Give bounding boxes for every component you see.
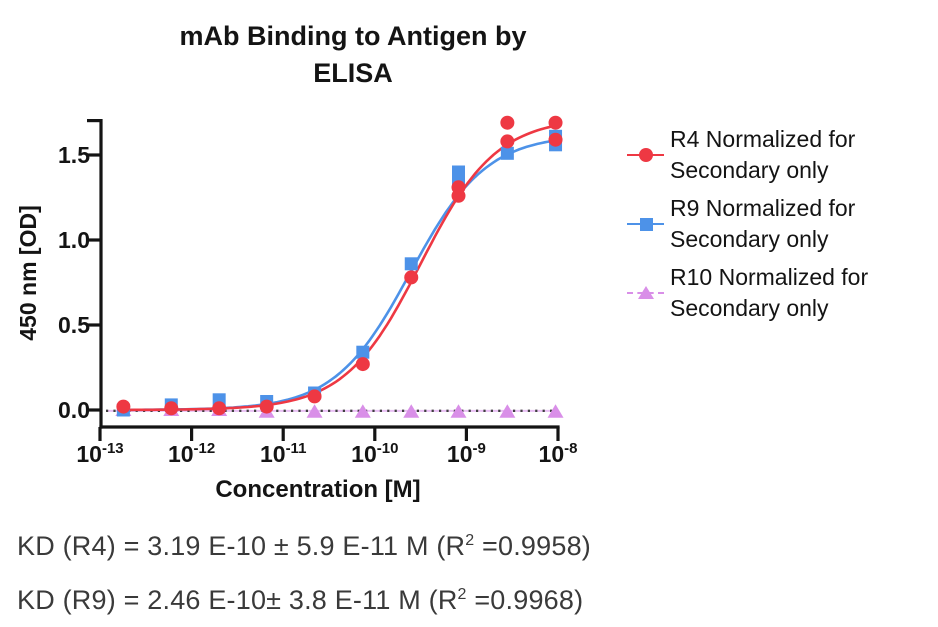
x-axis-title: Concentration [M] — [215, 476, 421, 503]
legend-entry-r10: R10 Normalized for Secondary only — [626, 262, 906, 324]
legend-label-r9: R9 Normalized for Secondary only — [670, 195, 856, 252]
svg-text:1.0: 1.0 — [58, 227, 90, 253]
axes — [87, 118, 560, 441]
r9-fit-curve — [123, 139, 556, 412]
kd-annotations: KD (R4) = 3.19 E-10 ± 5.9 E-11 M (R2 =0.… — [17, 521, 591, 627]
svg-text:10-9: 10-9 — [447, 440, 486, 467]
kd-result-r9: KD (R9) = 2.46 E-10± 3.8 E-11 M (R2 =0.9… — [17, 575, 591, 620]
kd-r9-text: KD (R9) = 2.46 E-10± 3.8 E-11 M (R — [17, 585, 458, 615]
legend-label-r4: R4 Normalized for Secondary only — [670, 126, 856, 183]
svg-text:0.5: 0.5 — [58, 312, 90, 338]
circle-marker-icon — [639, 148, 653, 162]
legend-marker-r9-square-icon — [626, 193, 670, 255]
chart-title-line2: ELISA — [313, 58, 393, 88]
legend: R4 Normalized for Secondary only R9 Norm… — [626, 124, 906, 331]
square-marker-icon — [639, 217, 653, 231]
svg-text:10-8: 10-8 — [539, 440, 578, 467]
kd-result-r4: KD (R4) = 3.19 E-10 ± 5.9 E-11 M (R2 =0.… — [17, 521, 591, 566]
legend-entry-r4: R4 Normalized for Secondary only — [626, 124, 906, 186]
svg-text:1.5: 1.5 — [58, 142, 90, 168]
legend-marker-r10-triangle-icon — [626, 262, 670, 324]
svg-text:10-11: 10-11 — [260, 440, 306, 467]
kd-r4-superscript: 2 — [465, 532, 475, 549]
chart-title: mAb Binding to Antigen by ELISA — [103, 18, 603, 92]
svg-text:10-10: 10-10 — [351, 440, 398, 467]
r4-fit-curve — [123, 124, 556, 412]
kd-r4-text: KD (R4) = 3.19 E-10 ± 5.9 E-11 M (R — [17, 531, 466, 561]
chart-title-line1: mAb Binding to Antigen by — [179, 21, 527, 51]
legend-marker-r4-circle-icon — [626, 124, 670, 186]
kd-r9-rsq: =0.9968) — [466, 585, 584, 615]
tick-labels: 0.0 0.5 1.0 1.5 10-13 10-12 10-11 10-10 10-9 10-8 — [58, 142, 577, 467]
triangle-marker-icon — [638, 286, 654, 299]
kd-r9-superscript: 2 — [457, 586, 467, 603]
legend-label-r10: R10 Normalized for Secondary only — [670, 264, 869, 321]
kd-r4-rsq: =0.9958) — [474, 531, 591, 561]
svg-text:10-12: 10-12 — [168, 440, 215, 467]
series-r4 — [116, 115, 563, 416]
y-axis-title: 450 nm [OD] — [15, 205, 41, 341]
legend-entry-r9: R9 Normalized for Secondary only — [626, 193, 906, 255]
svg-text:10-13: 10-13 — [76, 440, 123, 467]
svg-text:0.0: 0.0 — [58, 397, 90, 423]
